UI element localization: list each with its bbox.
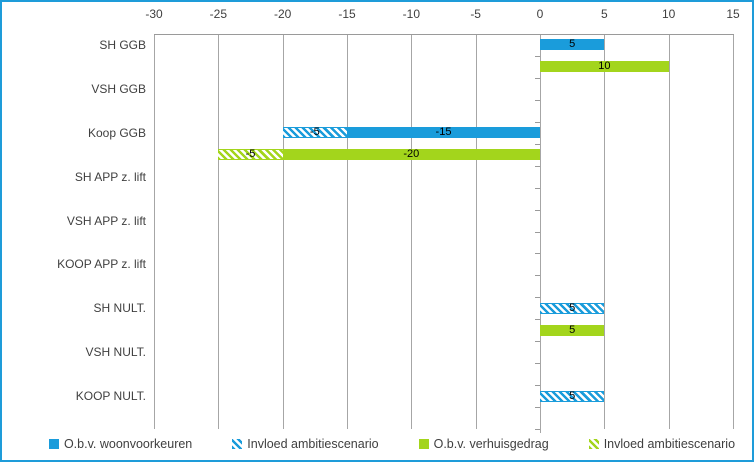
x-axis-tick-label: -30 — [145, 7, 163, 21]
x-axis-tick-label: -25 — [209, 7, 227, 21]
category-axis-tick — [535, 122, 540, 123]
bar-blue-solid: 5 — [540, 38, 605, 51]
category-label: VSH NULT. — [85, 345, 146, 360]
data-label: -20 — [403, 148, 420, 161]
x-axis-tick-label: -15 — [338, 7, 356, 21]
category-axis-tick — [535, 429, 540, 430]
category-axis-tick — [535, 188, 540, 189]
category-label: VSH APP z. lift — [66, 213, 146, 228]
x-axis-tick-label: 0 — [536, 7, 544, 21]
category-axis-tick — [535, 385, 540, 386]
bar-green-hatched: -5 — [218, 148, 283, 161]
legend-item: O.b.v. verhuisgedrag — [418, 437, 549, 451]
category-axis-tick — [535, 34, 540, 35]
x-axis-tick-label: -10 — [402, 7, 420, 21]
legend-label: O.b.v. verhuisgedrag — [433, 437, 549, 451]
x-axis-tick-label: -5 — [470, 7, 481, 21]
data-label: -5 — [245, 148, 256, 161]
category-label: SH NULT. — [93, 301, 146, 316]
category-axis-tick — [535, 341, 540, 342]
category-axis-tick — [535, 166, 540, 167]
category-label: KOOP NULT. — [75, 389, 146, 404]
gridline — [669, 34, 670, 429]
data-label: -5 — [309, 126, 320, 139]
category-label: KOOP APP z. lift — [57, 257, 146, 272]
category-label: SH APP z. lift — [74, 169, 146, 184]
legend: O.b.v. woonvoorkeuren Invloed ambitiescen… — [2, 434, 752, 454]
gridline — [733, 34, 734, 429]
category-axis-tick — [535, 56, 540, 57]
data-label: 5 — [569, 301, 576, 314]
category-axis-tick — [535, 253, 540, 254]
x-axis-tick-label: 5 — [600, 7, 608, 21]
legend-label: Invloed ambitiescenario — [247, 437, 379, 451]
gridline — [218, 34, 219, 429]
category-label: VSH GGB — [91, 81, 146, 96]
gridline — [347, 34, 348, 429]
gridline — [283, 34, 284, 429]
category-axis-tick — [535, 275, 540, 276]
category-axis-tick — [535, 232, 540, 233]
category-axis-line — [540, 34, 541, 433]
legend-label: O.b.v. woonvoorkeuren — [63, 437, 193, 451]
legend-swatch-blue-hatched — [232, 439, 243, 449]
legend-item: Invloed ambitiescenario — [588, 437, 736, 451]
data-label: 5 — [569, 389, 576, 402]
x-axis-tick-label: 15 — [726, 7, 740, 21]
legend-item: O.b.v. woonvoorkeuren — [48, 437, 193, 451]
category-axis-tick — [535, 210, 540, 211]
x-axis-tick-label: -20 — [273, 7, 292, 21]
bar-blue-hatched: 5 — [540, 389, 605, 402]
value-axis-line — [154, 34, 734, 35]
legend-item: Invloed ambitiescenario — [232, 437, 379, 451]
legend-swatch-green-hatched — [588, 439, 599, 449]
legend-swatch-blue-solid — [48, 439, 59, 449]
data-label: 10 — [598, 60, 611, 73]
category-axis-tick — [535, 144, 540, 145]
legend-label: Invloed ambitiescenario — [603, 437, 736, 451]
gridline — [411, 34, 412, 429]
bar-blue-hatched: 5 — [540, 301, 605, 314]
gridline — [154, 34, 155, 429]
gridline — [476, 34, 477, 429]
gridline — [604, 34, 605, 429]
category-axis-tick — [535, 297, 540, 298]
category-axis-tick — [535, 78, 540, 79]
category-axis-tick — [535, 407, 540, 408]
bar-green-solid: 5 — [540, 323, 605, 336]
category-axis-tick — [535, 319, 540, 320]
category-label: SH GGB — [99, 37, 146, 52]
x-axis-tick-label: 10 — [661, 7, 676, 21]
bar-green-solid: -20 — [282, 148, 540, 161]
data-label: 5 — [569, 38, 576, 51]
category-label: Koop GGB — [87, 125, 146, 140]
legend-swatch-green-solid — [418, 439, 429, 449]
bar-blue-hatched: -5 — [282, 126, 347, 139]
bar-green-solid: 10 — [540, 60, 669, 73]
category-axis-tick — [535, 363, 540, 364]
category-axis-tick — [535, 100, 540, 101]
data-label: 5 — [569, 323, 576, 336]
data-label: -15 — [435, 126, 452, 139]
bar-blue-solid: -15 — [347, 126, 540, 139]
